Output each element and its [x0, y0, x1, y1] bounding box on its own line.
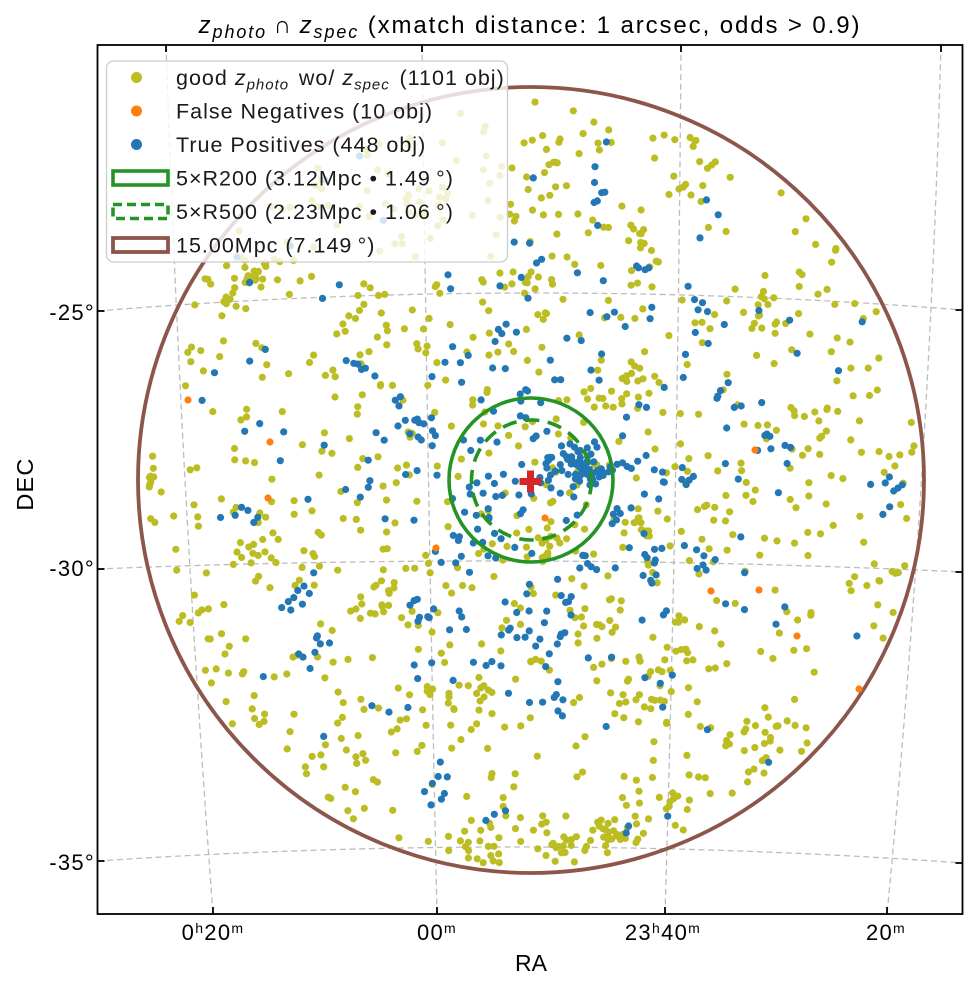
svg-text:-35°: -35° [49, 850, 95, 875]
svg-text:DEC: DEC [12, 457, 38, 510]
svg-text:15.00Mpc (7.149 °): 15.00Mpc (7.149 °) [176, 234, 375, 258]
svg-text:-25°: -25° [49, 300, 95, 325]
svg-text:5×R500 (2.23Mpc • 1.06 °): 5×R500 (2.23Mpc • 1.06 °) [176, 200, 454, 224]
svg-text:5×R200 (3.12Mpc • 1.49 °): 5×R200 (3.12Mpc • 1.49 °) [176, 167, 454, 191]
svg-text:-30°: -30° [49, 556, 95, 581]
svg-text:zphoto ∩ zspec (xmatch distanc: zphoto ∩ zspec (xmatch distance: 1 arcse… [198, 12, 862, 42]
svg-text:23h40m: 23h40m [625, 920, 701, 945]
svg-text:RA: RA [515, 950, 548, 976]
svg-text:True Positives (448 obj): True Positives (448 obj) [176, 133, 426, 157]
svg-text:False Negatives (10 obj): False Negatives (10 obj) [176, 100, 433, 124]
svg-text:good zphoto wo/ zspec (1101: good zphoto wo/ zspec (1101 obj) [176, 66, 505, 94]
